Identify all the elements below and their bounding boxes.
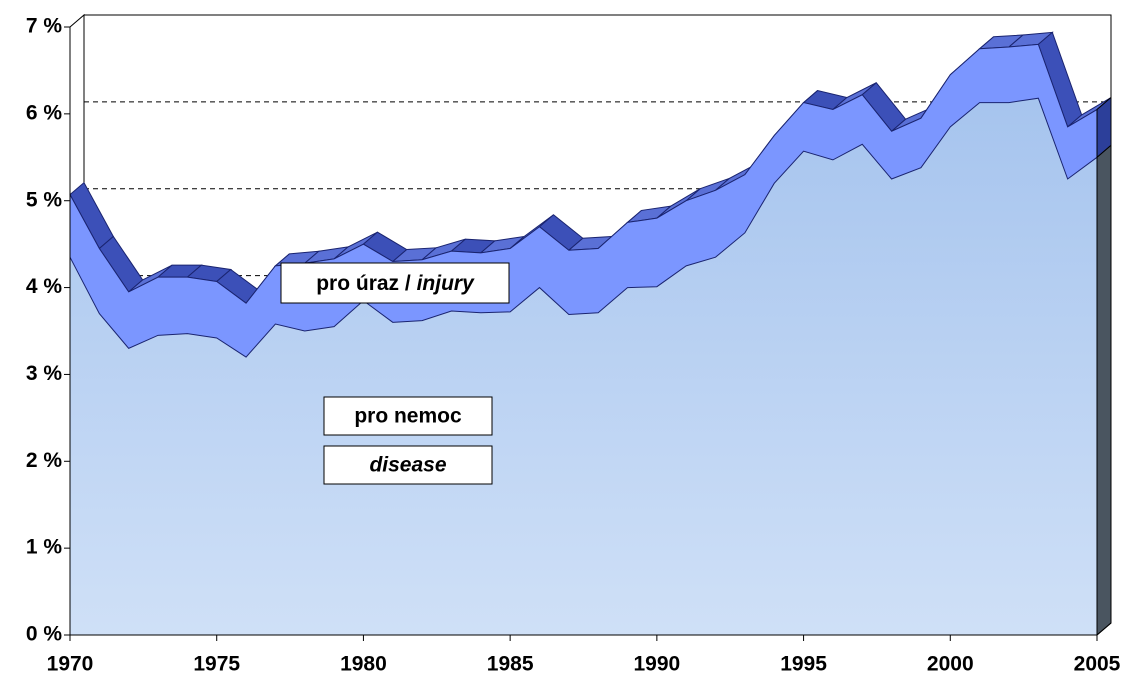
end-face [1096,144,1112,637]
x-tick-label: 2005 [1074,653,1121,676]
y-tick-label: 0 % [26,623,63,646]
area-line [69,97,1098,358]
x-tick-label: 1995 [780,653,827,676]
y-tick-label: 7 % [26,15,63,38]
area-line [69,43,1098,304]
y-tick-label: 3 % [26,362,63,385]
end-face [1096,96,1112,159]
annotation: injury [417,272,475,295]
label-box [323,396,493,436]
x-tick-label: 2000 [927,653,974,676]
x-tick-label: 1985 [487,653,534,676]
series-label: pro úraz / injury [316,272,475,295]
area-fill [70,98,1097,636]
label-box [280,262,510,304]
floor-edge [1096,622,1112,636]
x-tick-label: 1980 [340,653,387,676]
x-tick-label: 1970 [47,653,94,676]
series-label: pro nemoc [354,405,462,428]
y-tick-label: 1 % [26,536,63,559]
y-tick-label: 2 % [26,449,63,472]
label-box [323,445,493,485]
y-tick-label: 6 % [26,101,63,124]
x-tick-label: 1975 [193,653,240,676]
series-name: pro úraz / [316,272,411,295]
y-tick-label: 5 % [26,188,63,211]
x-tick-label: 1990 [633,653,680,676]
y-tick-label: 4 % [26,275,63,298]
annotation: disease [369,454,446,477]
